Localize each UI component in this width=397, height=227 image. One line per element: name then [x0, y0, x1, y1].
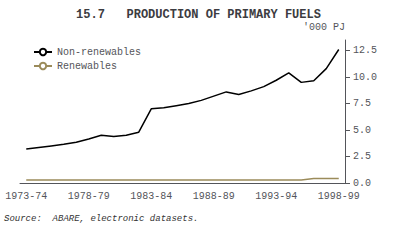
svg-text:1983-84: 1983-84 — [130, 191, 172, 202]
svg-text:1998-99: 1998-99 — [318, 191, 360, 202]
svg-text:Non-renewables: Non-renewables — [57, 47, 141, 58]
svg-text:7.5: 7.5 — [353, 98, 371, 109]
svg-text:5.0: 5.0 — [353, 125, 371, 136]
svg-text:Renewables: Renewables — [57, 61, 117, 72]
svg-text:1978-79: 1978-79 — [68, 191, 110, 202]
svg-text:1993-94: 1993-94 — [255, 191, 297, 202]
svg-text:'000 PJ: '000 PJ — [303, 22, 345, 33]
svg-text:1973-74: 1973-74 — [5, 191, 47, 202]
svg-text:0.0: 0.0 — [353, 178, 371, 189]
svg-text:10.0: 10.0 — [353, 72, 377, 83]
svg-text:15.7 PRODUCTION OF PRIMARY F: 15.7 PRODUCTION OF PRIMARY FUELS — [76, 8, 321, 22]
svg-text:2.5: 2.5 — [353, 151, 371, 162]
svg-text:1988-89: 1988-89 — [193, 191, 235, 202]
svg-text:Source: ABARE, electronic dat: Source: ABARE, electronic datasets. — [4, 214, 198, 224]
svg-text:12.5: 12.5 — [353, 45, 377, 56]
